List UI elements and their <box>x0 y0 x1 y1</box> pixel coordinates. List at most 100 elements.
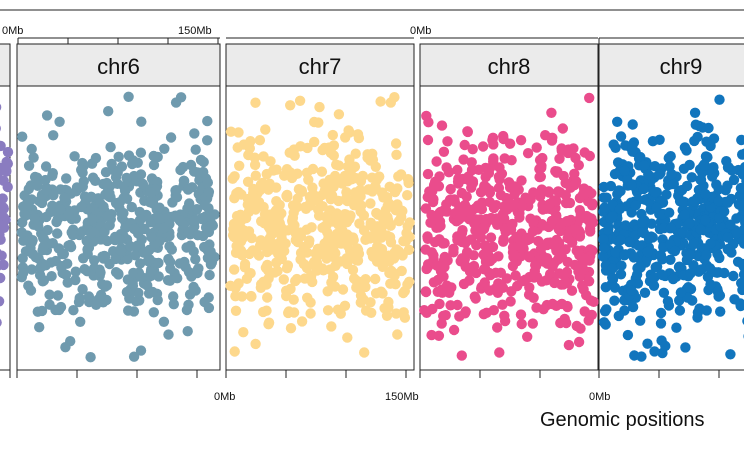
data-point <box>458 154 469 165</box>
data-point <box>517 276 528 287</box>
data-point <box>588 296 599 307</box>
data-point <box>557 123 568 134</box>
data-point <box>158 223 169 234</box>
data-point <box>343 125 354 136</box>
data-point <box>330 260 341 271</box>
data-point <box>658 287 670 298</box>
data-point <box>138 247 149 258</box>
data-point <box>420 244 431 255</box>
data-point <box>59 192 70 203</box>
data-point <box>679 209 690 220</box>
data-point <box>583 215 595 226</box>
data-point <box>607 272 618 283</box>
data-point <box>198 156 209 168</box>
data-point <box>2 158 13 169</box>
data-point <box>305 308 316 319</box>
data-point <box>370 273 381 285</box>
data-point <box>95 289 107 301</box>
data-point <box>83 291 95 302</box>
data-point <box>715 306 726 317</box>
data-point <box>432 274 444 286</box>
data-point <box>121 172 132 184</box>
data-point <box>123 305 134 316</box>
data-point <box>722 232 734 243</box>
data-point <box>375 231 386 243</box>
data-point <box>390 138 402 149</box>
data-point <box>26 264 37 275</box>
data-point <box>689 135 700 147</box>
data-point <box>614 203 626 215</box>
data-point <box>449 196 460 207</box>
data-point <box>499 153 510 164</box>
data-point <box>145 187 156 198</box>
data-point <box>0 250 7 261</box>
data-point <box>460 306 471 317</box>
data-point <box>55 204 66 215</box>
data-point <box>551 167 562 178</box>
data-point <box>655 250 667 261</box>
data-point <box>0 318 2 327</box>
facet-panels: chr6 chr7 chr8 chr9 <box>0 43 744 371</box>
data-point <box>382 212 393 223</box>
data-point <box>561 317 572 329</box>
data-point <box>661 189 672 200</box>
data-point <box>627 119 638 130</box>
data-point <box>668 273 679 285</box>
data-point <box>60 269 72 280</box>
data-point <box>333 160 345 171</box>
data-point <box>470 293 481 304</box>
data-point <box>685 249 696 261</box>
data-point <box>281 189 293 201</box>
data-point <box>543 186 554 197</box>
data-point <box>355 297 366 308</box>
data-point <box>736 277 744 289</box>
data-point <box>438 146 450 157</box>
data-point <box>678 163 690 174</box>
data-point <box>345 210 356 221</box>
data-point <box>639 160 650 171</box>
data-point <box>27 248 38 260</box>
data-point <box>697 122 708 133</box>
data-point <box>688 238 699 250</box>
data-point <box>674 305 686 316</box>
data-point <box>675 287 687 298</box>
data-point <box>535 171 546 182</box>
data-point <box>190 144 201 155</box>
facet-label: chr7 <box>299 54 342 79</box>
data-point <box>643 169 654 180</box>
data-point <box>51 216 62 228</box>
data-point <box>428 194 439 205</box>
data-point <box>492 283 503 294</box>
data-point <box>168 291 179 302</box>
data-point <box>714 252 725 264</box>
data-point <box>17 253 28 264</box>
data-point <box>700 188 711 200</box>
data-point <box>241 273 253 284</box>
data-point <box>52 290 64 301</box>
data-point <box>57 248 68 260</box>
data-point <box>523 251 535 262</box>
data-point <box>314 101 325 113</box>
data-point <box>439 251 450 263</box>
data-point <box>370 288 382 299</box>
data-point <box>651 202 662 213</box>
data-point <box>128 351 140 362</box>
data-point <box>729 294 740 305</box>
data-point <box>205 246 216 257</box>
data-point <box>285 100 296 111</box>
data-point <box>715 221 726 232</box>
data-point <box>402 190 413 201</box>
data-point <box>636 208 647 220</box>
data-point <box>350 188 361 200</box>
data-point <box>719 267 730 279</box>
data-point <box>714 290 726 301</box>
data-point <box>622 329 634 341</box>
data-point <box>738 269 744 280</box>
data-point <box>192 230 203 241</box>
data-point <box>536 160 547 172</box>
data-point <box>331 210 342 221</box>
data-point <box>38 241 49 253</box>
data-point <box>165 263 176 274</box>
data-point <box>722 180 733 191</box>
data-point <box>431 156 442 167</box>
